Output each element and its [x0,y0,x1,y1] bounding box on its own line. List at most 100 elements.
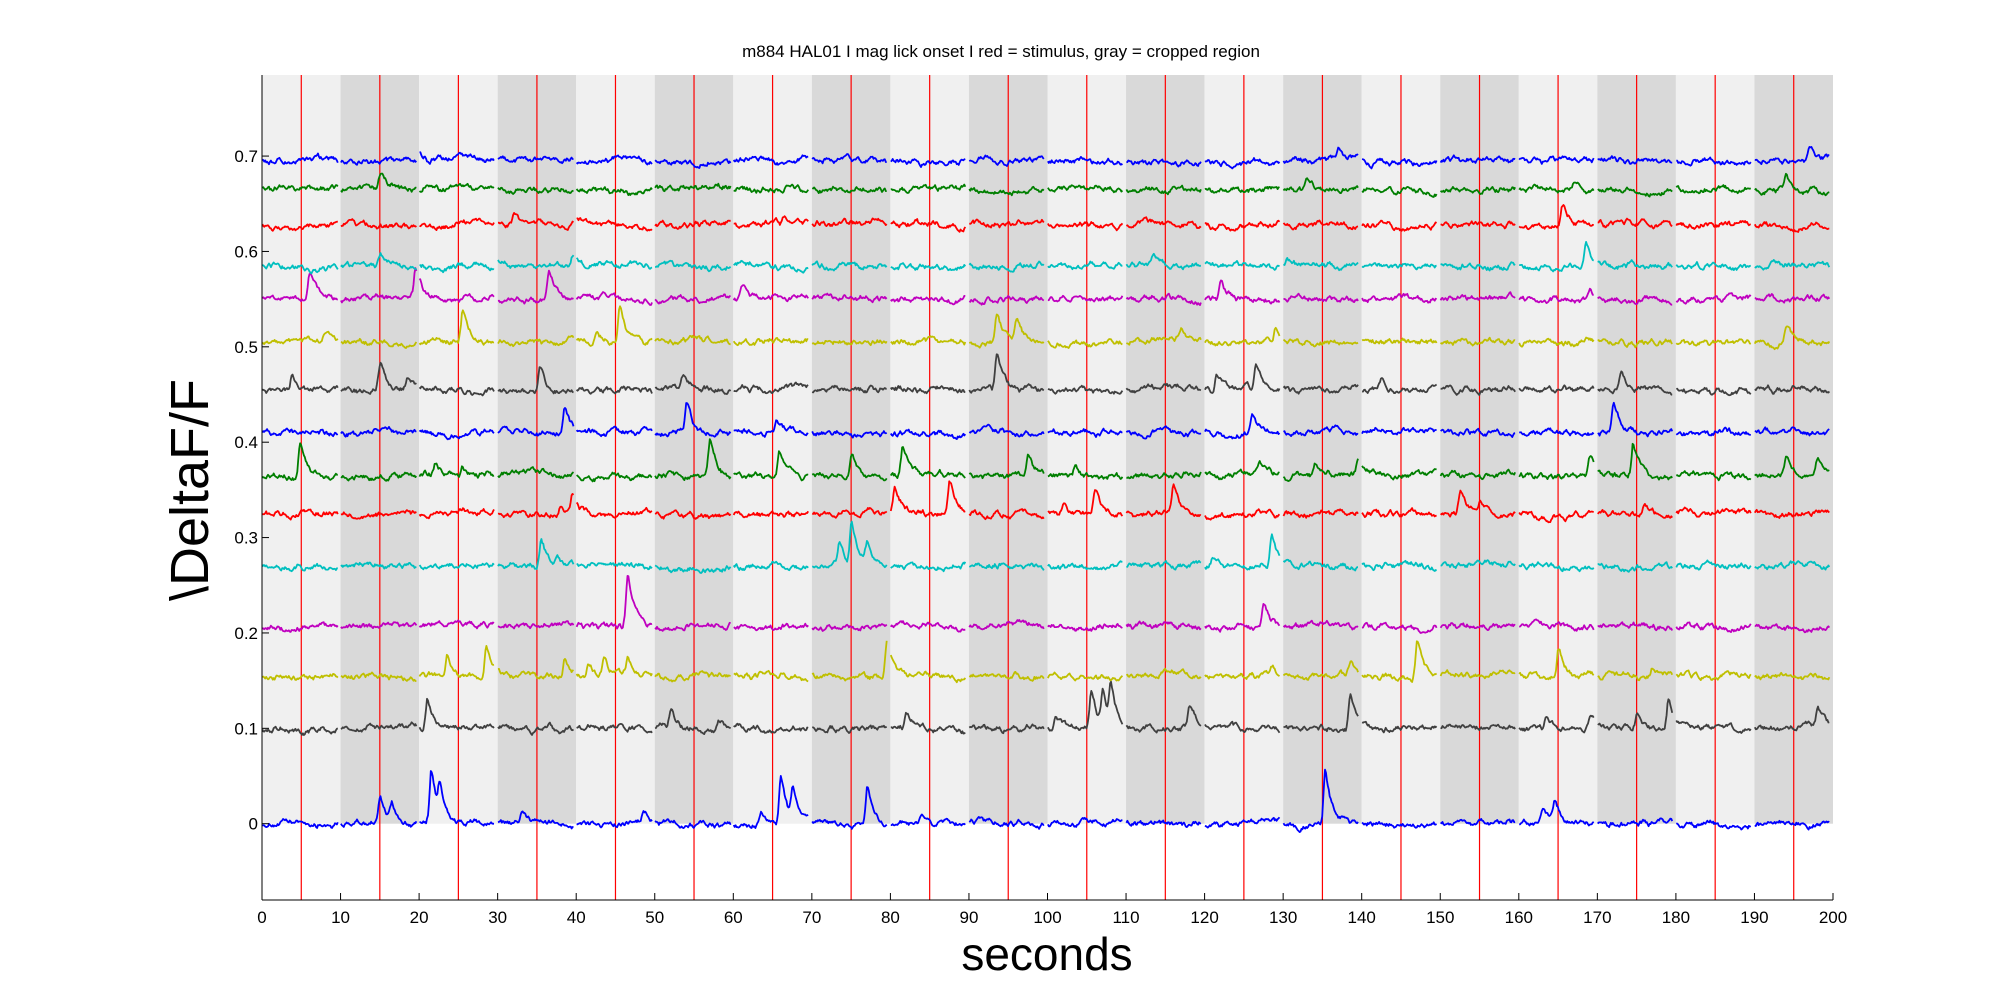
trace-segment [1204,460,1280,481]
trace-segment [1282,458,1359,482]
x-tick-label: 70 [802,908,821,927]
trace-segment [1675,261,1751,271]
trace-segment [497,155,574,165]
trace-segment [1361,465,1437,481]
trace-segment [1439,669,1516,680]
trace-segment [732,337,809,347]
trace-segment [1518,561,1595,573]
trace-segment [1754,426,1830,437]
trace-segment [575,385,653,395]
trace-segment [576,561,653,571]
trace-segment [1126,471,1202,480]
trace-segment [261,330,339,345]
trace-segment [1282,558,1358,572]
trace-segment [968,562,1045,571]
trace-segment [1754,508,1830,519]
x-tick-label: 10 [331,908,350,927]
trace-segment [1282,619,1359,631]
trace-segment [1204,413,1281,440]
y-ticks: 0 0.1 0.2 0.3 0.4 0.5 0.6 0.7 [234,147,269,834]
trace-segment [1440,261,1516,272]
trace-segment [1361,186,1438,198]
trace-series [262,480,1830,524]
trace-segment [811,786,888,830]
trace-segment [575,257,653,270]
trace-segment [497,810,574,830]
trace-segment [1361,262,1437,271]
trace-segment [1597,370,1673,396]
trace-segment [340,671,417,682]
trace-segment [1283,693,1359,734]
trace-segment [654,293,731,305]
x-tick-label: 110 [1112,908,1139,927]
trace-segment [262,508,339,521]
trace-segment [654,438,732,481]
trace-segment [340,172,417,193]
x-tick-label: 20 [410,908,429,927]
trace-segment [811,153,888,165]
trace-segment [418,619,495,630]
trace-segment [1125,382,1202,394]
trace-segment [1204,279,1281,305]
trace-segment [1753,325,1831,351]
trace-segment [968,453,1045,480]
trace-segment [1597,817,1674,829]
trace-segment [889,480,966,518]
trace-segment [811,507,888,519]
trace-segment [654,374,732,395]
trace-segment [1282,146,1359,165]
trace-segment [1204,157,1281,170]
trace-segment [1204,816,1281,829]
trace-segment [1204,664,1281,680]
trace-segment [733,381,809,395]
trace-segment [1753,221,1830,233]
trace-segment [812,724,888,734]
y-tick-label: 0.2 [234,624,258,643]
trace-segment [1361,377,1438,394]
trace-segment [1282,660,1359,681]
trace-segment [1282,177,1359,194]
trace-segment [418,507,495,520]
trace-series [261,305,1831,351]
trace-segment [1126,327,1202,346]
trace-segment [1440,723,1516,731]
trace-segment [340,561,417,570]
trace-segment [654,670,731,683]
trace-segment [1675,220,1751,230]
trace-segment [419,261,495,274]
trace-segment [1440,489,1516,519]
trace-segment [340,252,418,271]
y-tick-label: 0 [249,815,258,834]
trace-segment [1519,799,1595,827]
trace-segment [1204,603,1281,633]
trace-segment [1047,671,1124,682]
trace-segment [1361,640,1438,683]
x-tick-label: 50 [645,908,664,927]
trace-segment [1440,559,1516,569]
trace-segment [340,361,417,395]
trace-segment [261,725,339,736]
trace-segment [890,262,967,272]
trace-segment [340,156,418,166]
trace-segment [1047,156,1124,166]
trace-segment [1597,186,1673,198]
trace-segment [576,471,653,483]
trace-segment [890,183,967,194]
trace-series [261,438,1830,483]
trace-segment [575,154,653,166]
trace-segment [1754,455,1830,479]
trace-segment [1126,560,1202,571]
trace-segment [1204,326,1281,347]
trace-segment [261,442,339,481]
trace-segment [811,292,888,304]
trace-segment [1518,509,1594,524]
trace-segment [576,810,653,829]
x-tick-label: 90 [959,908,978,927]
trace-segment [1597,155,1673,165]
trace-segment [1439,154,1516,164]
trace-segment [890,813,966,828]
trace-segment [497,269,574,305]
trace-segment [497,407,575,437]
trace-segment [1204,219,1281,232]
